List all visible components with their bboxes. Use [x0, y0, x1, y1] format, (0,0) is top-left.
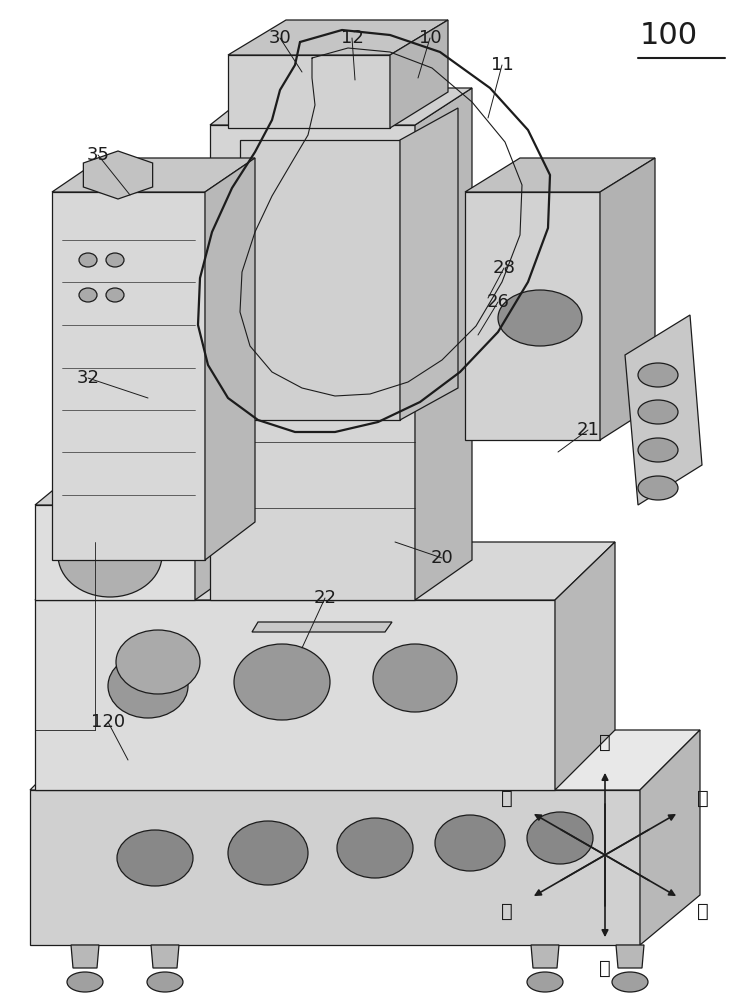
Ellipse shape — [106, 288, 124, 302]
Ellipse shape — [117, 830, 193, 886]
Polygon shape — [210, 88, 472, 125]
Text: 右: 右 — [697, 902, 708, 921]
Text: 后: 后 — [697, 789, 708, 808]
Polygon shape — [83, 151, 153, 199]
Polygon shape — [205, 158, 255, 560]
Polygon shape — [240, 140, 400, 420]
Ellipse shape — [435, 815, 505, 871]
Text: 上: 上 — [599, 732, 611, 752]
Polygon shape — [640, 730, 700, 945]
Polygon shape — [252, 622, 392, 632]
Ellipse shape — [116, 630, 200, 694]
Text: 30: 30 — [269, 29, 291, 47]
Text: 21: 21 — [576, 421, 599, 439]
Polygon shape — [30, 790, 640, 945]
Polygon shape — [228, 55, 390, 128]
Polygon shape — [71, 945, 99, 968]
Polygon shape — [625, 315, 702, 505]
Ellipse shape — [638, 400, 678, 424]
Text: 100: 100 — [640, 21, 698, 50]
Text: 120: 120 — [91, 713, 125, 731]
Text: 11: 11 — [491, 56, 514, 74]
Ellipse shape — [79, 288, 97, 302]
Ellipse shape — [498, 290, 582, 346]
Polygon shape — [52, 158, 255, 192]
Ellipse shape — [67, 972, 103, 992]
Ellipse shape — [58, 513, 162, 597]
Polygon shape — [400, 108, 458, 420]
Ellipse shape — [337, 818, 413, 878]
Polygon shape — [390, 20, 448, 128]
Ellipse shape — [79, 253, 97, 267]
Ellipse shape — [147, 972, 183, 992]
Ellipse shape — [106, 253, 124, 267]
Polygon shape — [210, 125, 415, 600]
Text: 35: 35 — [87, 146, 110, 164]
Text: 20: 20 — [431, 549, 453, 567]
Polygon shape — [616, 945, 644, 968]
Polygon shape — [35, 600, 555, 790]
Polygon shape — [52, 192, 205, 560]
Polygon shape — [600, 158, 655, 440]
Polygon shape — [415, 88, 472, 600]
Text: 下: 下 — [599, 958, 611, 978]
Text: 26: 26 — [487, 293, 510, 311]
Polygon shape — [30, 730, 700, 790]
Text: 32: 32 — [76, 369, 99, 387]
Ellipse shape — [612, 972, 648, 992]
Polygon shape — [35, 505, 195, 600]
Polygon shape — [228, 20, 448, 55]
Polygon shape — [531, 945, 559, 968]
Polygon shape — [465, 158, 655, 192]
Text: 22: 22 — [313, 589, 336, 607]
Ellipse shape — [638, 438, 678, 462]
Text: 10: 10 — [419, 29, 442, 47]
Polygon shape — [151, 945, 179, 968]
Polygon shape — [195, 468, 240, 600]
Text: 左: 左 — [501, 789, 513, 808]
Ellipse shape — [638, 363, 678, 387]
Text: 前: 前 — [501, 902, 513, 921]
Ellipse shape — [234, 644, 330, 720]
Text: 28: 28 — [493, 259, 516, 277]
Ellipse shape — [527, 812, 593, 864]
Polygon shape — [555, 542, 615, 790]
Ellipse shape — [527, 972, 563, 992]
Ellipse shape — [373, 644, 457, 712]
Polygon shape — [35, 468, 240, 505]
Ellipse shape — [108, 654, 188, 718]
Ellipse shape — [638, 476, 678, 500]
Polygon shape — [465, 192, 600, 440]
Text: 12: 12 — [341, 29, 363, 47]
Ellipse shape — [228, 821, 308, 885]
Polygon shape — [35, 542, 615, 600]
